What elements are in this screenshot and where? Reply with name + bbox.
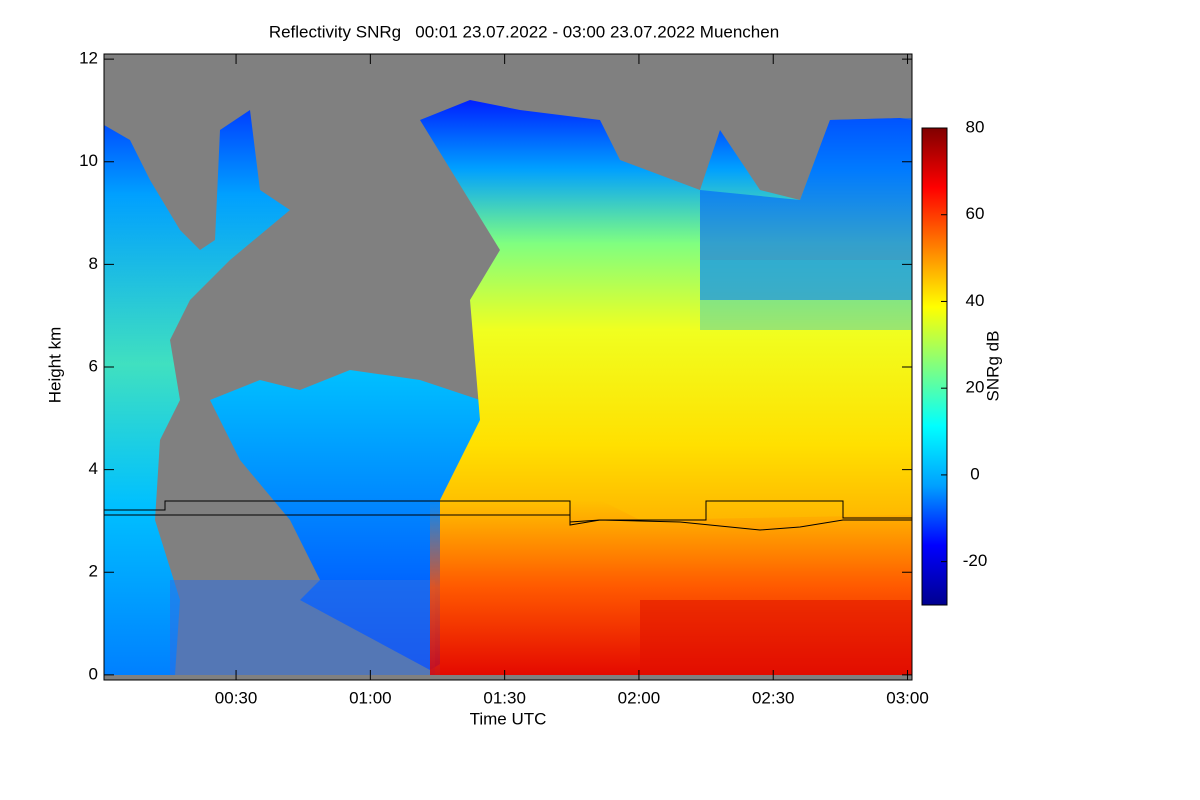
y-tick-label: 2	[89, 562, 98, 581]
colorbar-tick-label: 80	[966, 117, 985, 136]
x-tick-label: 01:30	[483, 688, 526, 707]
colorbar-tick-label: -20	[963, 551, 988, 570]
y-tick-label: 8	[89, 254, 98, 273]
y-tick-label: 6	[89, 356, 98, 375]
colorbar-tick-label: 40	[966, 291, 985, 310]
y-tick-label: 4	[89, 459, 98, 478]
x-tick-label: 03:00	[886, 688, 929, 707]
x-axis-label: Time UTC	[470, 709, 547, 728]
colorbar	[921, 127, 948, 606]
x-tick-label: 02:00	[618, 688, 661, 707]
colorbar-tick-label: 20	[966, 378, 985, 397]
colorbar-tick-label: 60	[966, 204, 985, 223]
x-tick-label: 02:30	[752, 688, 795, 707]
y-tick-label: 0	[89, 664, 98, 683]
x-tick-label: 00:30	[215, 688, 258, 707]
colorbar-label: SNRg dB	[983, 331, 1002, 402]
chart-title: Reflectivity SNRg 00:01 23.07.2022 - 03:…	[269, 22, 779, 41]
y-tick-label: 12	[79, 49, 98, 68]
reflectivity-field	[104, 54, 912, 680]
x-tick-label: 01:00	[349, 688, 392, 707]
colorbar-tick-label: 0	[970, 464, 979, 483]
y-tick-label: 10	[79, 151, 98, 170]
y-axis-label: Height km	[45, 327, 64, 404]
